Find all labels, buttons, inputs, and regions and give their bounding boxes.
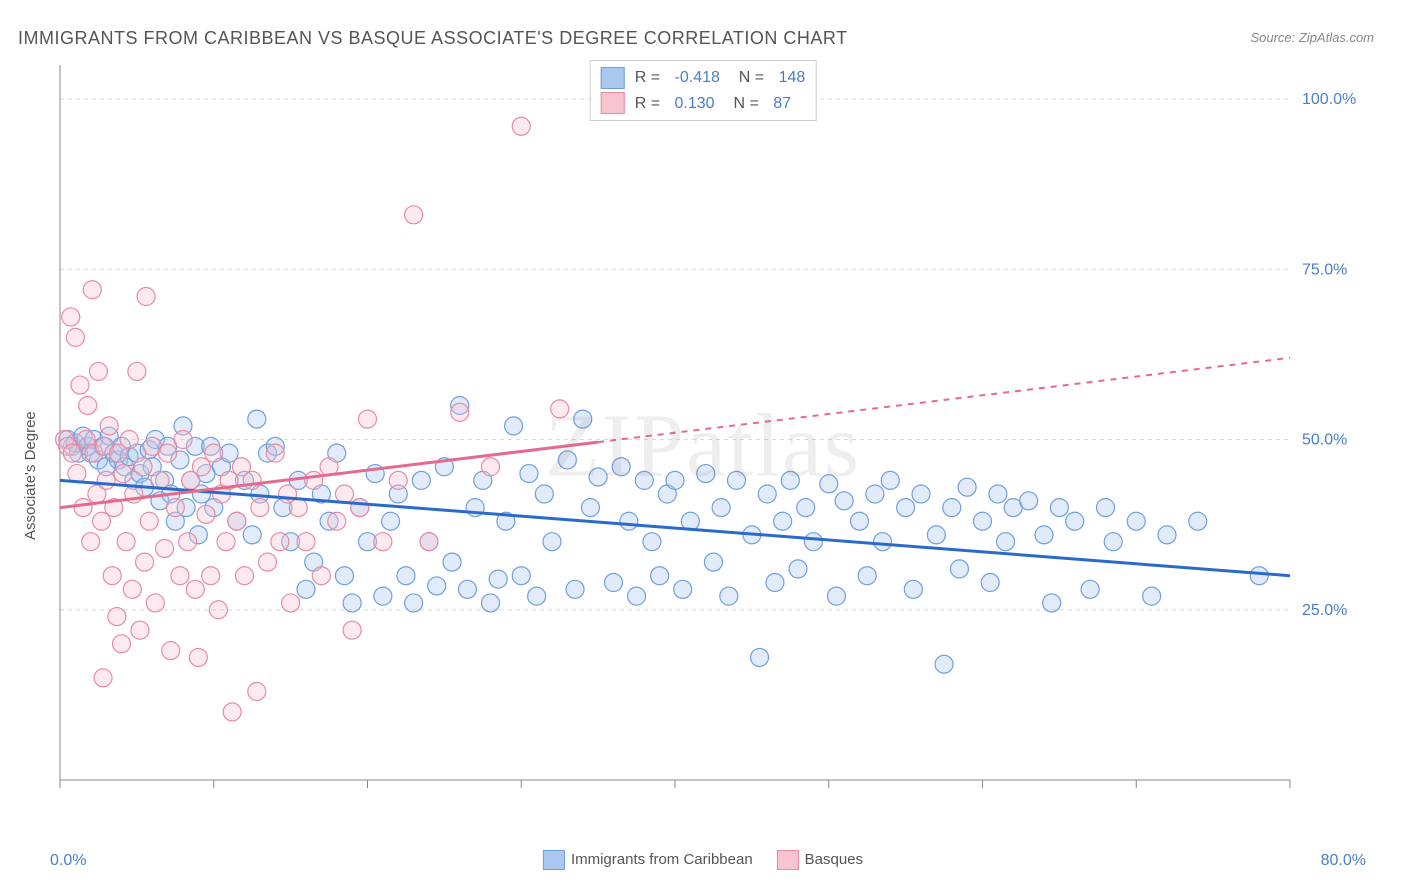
svg-text:75.0%: 75.0% — [1302, 261, 1347, 278]
series-legend: Immigrants from CaribbeanBasques — [543, 850, 863, 870]
stats-legend: R = -0.418 N = 148 R = 0.130 N = 87 — [590, 60, 817, 121]
svg-text:100.0%: 100.0% — [1302, 91, 1356, 108]
y-axis-label: Associate's Degree — [22, 411, 39, 540]
x-axis-max-label: 80.0% — [1321, 852, 1366, 870]
svg-text:25.0%: 25.0% — [1302, 602, 1347, 619]
source-attribution: Source: ZipAtlas.com — [1250, 30, 1374, 45]
x-axis-min-label: 0.0% — [50, 852, 86, 870]
scatter-plot: 25.0% 50.0% 75.0% 100.0% — [50, 60, 1360, 820]
chart-title: IMMIGRANTS FROM CARIBBEAN VS BASQUE ASSO… — [18, 28, 848, 49]
svg-text:50.0%: 50.0% — [1302, 432, 1347, 449]
